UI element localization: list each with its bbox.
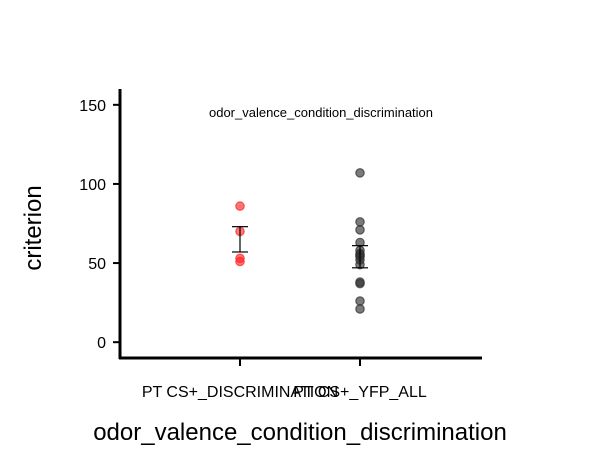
x-tick-label: PT CS+_YFP_ALL [293, 384, 427, 401]
y-tick-label: 150 [79, 98, 106, 115]
x-axis-label: odor_valence_condition_discrimination [93, 419, 507, 446]
data-point [355, 168, 365, 178]
data-point [235, 201, 245, 211]
y-tick-label: 100 [79, 177, 106, 194]
data-point [355, 296, 365, 306]
y-tick-label: 50 [88, 256, 106, 273]
y-axis-label: criterion [20, 185, 47, 270]
error-bars [232, 226, 368, 269]
x-tick-label: PT CS+_DISCRIMINATION [142, 384, 338, 401]
data-point [355, 278, 365, 289]
data-point [355, 217, 365, 227]
data-points [235, 168, 365, 314]
data-point [355, 304, 365, 314]
data-point [355, 225, 365, 235]
y-tick-label: 0 [97, 335, 106, 352]
y-ticks: 0 50 100 150 [79, 98, 120, 352]
data-point [235, 256, 245, 267]
chart-annotation: odor_valence_condition_discrimination [209, 105, 433, 120]
